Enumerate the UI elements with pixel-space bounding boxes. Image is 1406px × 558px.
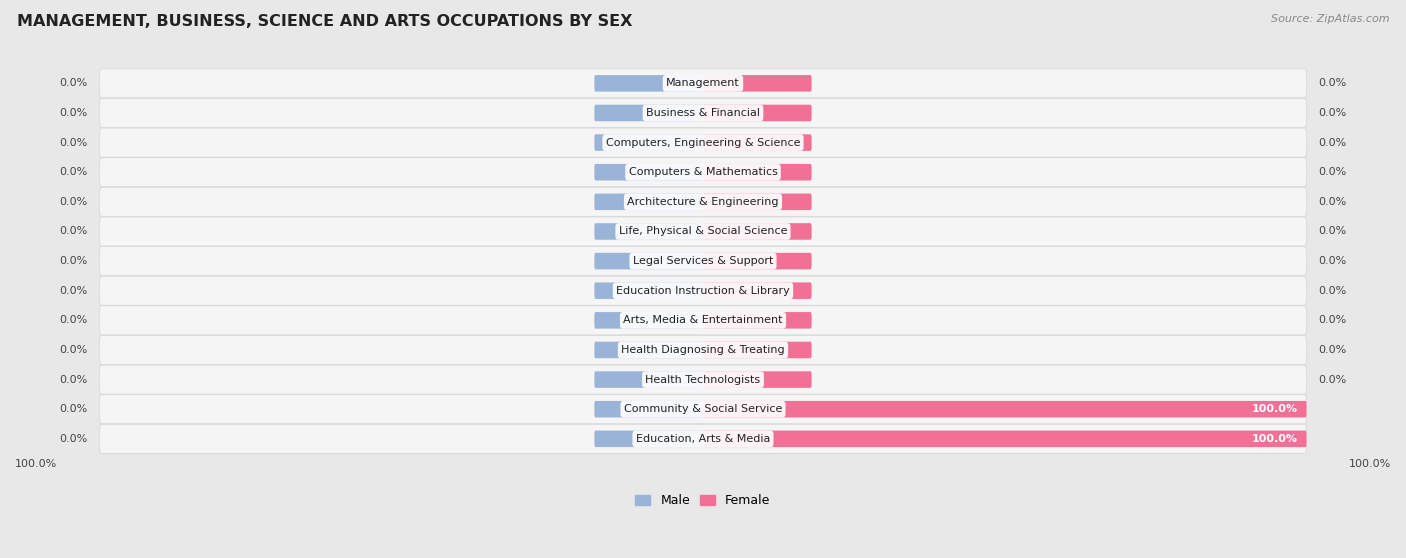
Text: 0.0%: 0.0% — [59, 404, 87, 414]
Text: Life, Physical & Social Science: Life, Physical & Social Science — [619, 227, 787, 237]
FancyBboxPatch shape — [100, 69, 1306, 98]
Text: Community & Social Service: Community & Social Service — [624, 404, 782, 414]
Text: 100.0%: 100.0% — [1251, 404, 1298, 414]
Text: 0.0%: 0.0% — [59, 227, 87, 237]
Text: Computers & Mathematics: Computers & Mathematics — [628, 167, 778, 177]
Text: Management: Management — [666, 78, 740, 88]
Text: 100.0%: 100.0% — [1251, 434, 1298, 444]
FancyBboxPatch shape — [595, 341, 703, 358]
Text: Business & Financial: Business & Financial — [645, 108, 761, 118]
Legend: Male, Female: Male, Female — [630, 489, 776, 512]
Text: 0.0%: 0.0% — [59, 374, 87, 384]
FancyBboxPatch shape — [595, 164, 703, 180]
FancyBboxPatch shape — [595, 253, 703, 270]
Text: 0.0%: 0.0% — [1319, 286, 1347, 296]
FancyBboxPatch shape — [100, 276, 1306, 305]
Text: 0.0%: 0.0% — [1319, 345, 1347, 355]
Text: Health Diagnosing & Treating: Health Diagnosing & Treating — [621, 345, 785, 355]
FancyBboxPatch shape — [595, 134, 703, 151]
Text: Legal Services & Support: Legal Services & Support — [633, 256, 773, 266]
FancyBboxPatch shape — [595, 312, 703, 329]
FancyBboxPatch shape — [703, 223, 811, 240]
FancyBboxPatch shape — [703, 341, 811, 358]
Text: Source: ZipAtlas.com: Source: ZipAtlas.com — [1271, 14, 1389, 24]
Text: 0.0%: 0.0% — [1319, 197, 1347, 207]
FancyBboxPatch shape — [703, 431, 1306, 447]
Text: 100.0%: 100.0% — [15, 459, 58, 469]
FancyBboxPatch shape — [703, 371, 811, 388]
FancyBboxPatch shape — [100, 98, 1306, 127]
FancyBboxPatch shape — [595, 401, 703, 417]
FancyBboxPatch shape — [703, 75, 811, 92]
Text: 0.0%: 0.0% — [59, 256, 87, 266]
FancyBboxPatch shape — [703, 312, 811, 329]
FancyBboxPatch shape — [100, 395, 1306, 424]
Text: 0.0%: 0.0% — [1319, 374, 1347, 384]
Text: Computers, Engineering & Science: Computers, Engineering & Science — [606, 138, 800, 147]
Text: 0.0%: 0.0% — [59, 138, 87, 147]
Text: 0.0%: 0.0% — [59, 78, 87, 88]
Text: Education, Arts & Media: Education, Arts & Media — [636, 434, 770, 444]
FancyBboxPatch shape — [100, 247, 1306, 276]
FancyBboxPatch shape — [703, 401, 1306, 417]
FancyBboxPatch shape — [703, 194, 811, 210]
FancyBboxPatch shape — [703, 282, 811, 299]
Text: 0.0%: 0.0% — [1319, 78, 1347, 88]
FancyBboxPatch shape — [703, 253, 811, 270]
FancyBboxPatch shape — [595, 75, 703, 92]
FancyBboxPatch shape — [595, 282, 703, 299]
FancyBboxPatch shape — [595, 105, 703, 121]
FancyBboxPatch shape — [100, 424, 1306, 453]
Text: 0.0%: 0.0% — [59, 315, 87, 325]
FancyBboxPatch shape — [100, 217, 1306, 246]
FancyBboxPatch shape — [100, 128, 1306, 157]
Text: 0.0%: 0.0% — [1319, 227, 1347, 237]
FancyBboxPatch shape — [100, 335, 1306, 364]
Text: Health Technologists: Health Technologists — [645, 374, 761, 384]
Text: 0.0%: 0.0% — [59, 167, 87, 177]
Text: Education Instruction & Library: Education Instruction & Library — [616, 286, 790, 296]
Text: 0.0%: 0.0% — [1319, 138, 1347, 147]
Text: 0.0%: 0.0% — [1319, 315, 1347, 325]
Text: 0.0%: 0.0% — [59, 434, 87, 444]
Text: MANAGEMENT, BUSINESS, SCIENCE AND ARTS OCCUPATIONS BY SEX: MANAGEMENT, BUSINESS, SCIENCE AND ARTS O… — [17, 14, 633, 29]
FancyBboxPatch shape — [100, 187, 1306, 217]
FancyBboxPatch shape — [595, 223, 703, 240]
FancyBboxPatch shape — [703, 105, 811, 121]
Text: 0.0%: 0.0% — [59, 108, 87, 118]
FancyBboxPatch shape — [100, 365, 1306, 394]
Text: 0.0%: 0.0% — [1319, 256, 1347, 266]
Text: 100.0%: 100.0% — [1348, 459, 1391, 469]
Text: 0.0%: 0.0% — [1319, 167, 1347, 177]
Text: 0.0%: 0.0% — [59, 197, 87, 207]
FancyBboxPatch shape — [703, 164, 811, 180]
FancyBboxPatch shape — [595, 371, 703, 388]
FancyBboxPatch shape — [595, 431, 703, 447]
Text: 0.0%: 0.0% — [59, 286, 87, 296]
Text: Arts, Media & Entertainment: Arts, Media & Entertainment — [623, 315, 783, 325]
Text: 0.0%: 0.0% — [59, 345, 87, 355]
FancyBboxPatch shape — [100, 306, 1306, 335]
FancyBboxPatch shape — [703, 134, 811, 151]
FancyBboxPatch shape — [100, 158, 1306, 187]
Text: Architecture & Engineering: Architecture & Engineering — [627, 197, 779, 207]
Text: 0.0%: 0.0% — [1319, 108, 1347, 118]
FancyBboxPatch shape — [595, 194, 703, 210]
